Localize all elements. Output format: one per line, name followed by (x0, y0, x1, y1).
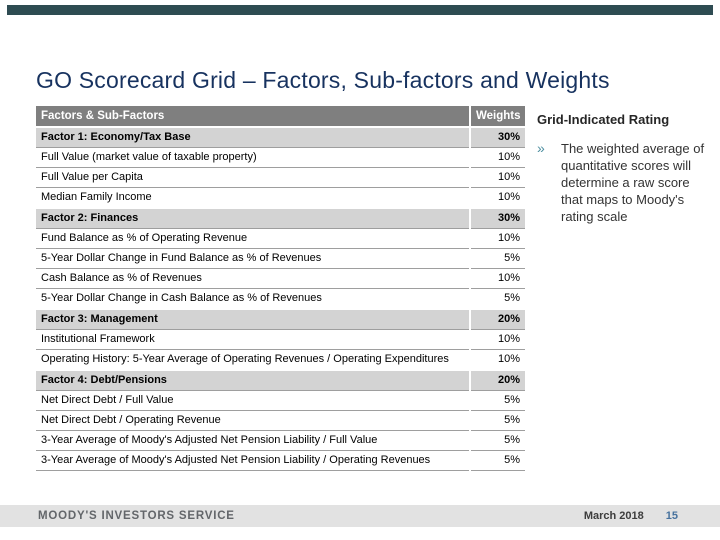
subfactor-weight: 5% (469, 450, 525, 471)
subfactor-weight: 5% (469, 390, 525, 411)
table-row: Factor 2: Finances 30% (36, 207, 525, 229)
subfactor-weight: 10% (469, 167, 525, 188)
sidebar-heading: Grid-Indicated Rating (537, 112, 670, 127)
subfactor-label: Net Direct Debt / Full Value (36, 390, 470, 411)
table-row: Fund Balance as % of Operating Revenue 1… (36, 228, 525, 249)
subfactor-weight: 10% (469, 268, 525, 289)
factor-label: Factor 2: Finances (36, 207, 470, 229)
factor-label: Factor 3: Management (36, 308, 470, 330)
subfactor-label: Net Direct Debt / Operating Revenue (36, 410, 470, 431)
column-header-weights: Weights (469, 106, 525, 127)
page-number: 15 (665, 510, 678, 522)
table-row: Factor 1: Economy/Tax Base 30% (36, 126, 525, 148)
top-accent-bar (7, 5, 713, 15)
subfactor-label: Fund Balance as % of Operating Revenue (36, 228, 470, 249)
bullet-text: The weighted average of quantitative sco… (561, 141, 705, 224)
subfactor-weight: 10% (469, 228, 525, 249)
footer-date: March 2018 (583, 510, 644, 522)
subfactor-label: Median Family Income (36, 187, 470, 209)
subfactor-weight: 10% (469, 187, 525, 209)
table-header-row: Factors & Sub-Factors Weights (36, 106, 525, 127)
footer-bar: MOODY'S INVESTORS SERVICE March 2018 15 (0, 505, 720, 527)
table-row: 5-Year Dollar Change in Cash Balance as … (36, 288, 525, 310)
subfactor-label: 3-Year Average of Moody's Adjusted Net P… (36, 430, 470, 451)
subfactor-label: Full Value (market value of taxable prop… (36, 147, 470, 168)
subfactor-weight: 5% (469, 288, 525, 310)
table-row: 3-Year Average of Moody's Adjusted Net P… (36, 430, 525, 451)
table-row: Net Direct Debt / Full Value 5% (36, 390, 525, 411)
table-row: Full Value per Capita 10% (36, 167, 525, 188)
factor-weight: 20% (469, 369, 525, 391)
factor-label: Factor 4: Debt/Pensions (36, 369, 470, 391)
scorecard-table: Factors & Sub-Factors Weights Factor 1: … (36, 106, 525, 471)
page-title: GO Scorecard Grid – Factors, Sub-factors… (36, 67, 610, 94)
table-row: Full Value (market value of taxable prop… (36, 147, 525, 168)
table-row: 5-Year Dollar Change in Fund Balance as … (36, 248, 525, 269)
subfactor-label: Full Value per Capita (36, 167, 470, 188)
subfactor-label: Operating History: 5-Year Average of Ope… (36, 349, 470, 371)
column-header-factors: Factors & Sub-Factors (36, 106, 470, 127)
table-row: Factor 3: Management 20% (36, 308, 525, 330)
factor-label: Factor 1: Economy/Tax Base (36, 126, 470, 148)
table-row: Median Family Income 10% (36, 187, 525, 209)
bullet-item: » The weighted average of quantitative s… (537, 140, 712, 225)
moodys-logo: MOODY'S INVESTORS SERVICE (38, 510, 235, 522)
subfactor-weight: 5% (469, 248, 525, 269)
factor-weight: 30% (469, 207, 525, 229)
subfactor-weight: 10% (469, 147, 525, 168)
subfactor-weight: 5% (469, 430, 525, 451)
subfactor-weight: 10% (469, 349, 525, 371)
subfactor-label: 5-Year Dollar Change in Cash Balance as … (36, 288, 470, 310)
factor-weight: 30% (469, 126, 525, 148)
subfactor-label: 3-Year Average of Moody's Adjusted Net P… (36, 450, 470, 471)
subfactor-weight: 5% (469, 410, 525, 431)
table-row: Institutional Framework 10% (36, 329, 525, 350)
subfactor-label: Institutional Framework (36, 329, 470, 350)
factor-weight: 20% (469, 308, 525, 330)
grid-indicated-rating-panel: Grid-Indicated Rating » The weighted ave… (537, 112, 712, 225)
subfactor-label: 5-Year Dollar Change in Fund Balance as … (36, 248, 470, 269)
chevron-bullet-icon: » (537, 140, 545, 156)
table-row: Cash Balance as % of Revenues 10% (36, 268, 525, 289)
table-row: Operating History: 5-Year Average of Ope… (36, 349, 525, 371)
table-row: Net Direct Debt / Operating Revenue 5% (36, 410, 525, 431)
subfactor-label: Cash Balance as % of Revenues (36, 268, 470, 289)
table-row: 3-Year Average of Moody's Adjusted Net P… (36, 450, 525, 471)
subfactor-weight: 10% (469, 329, 525, 350)
table-row: Factor 4: Debt/Pensions 20% (36, 369, 525, 391)
